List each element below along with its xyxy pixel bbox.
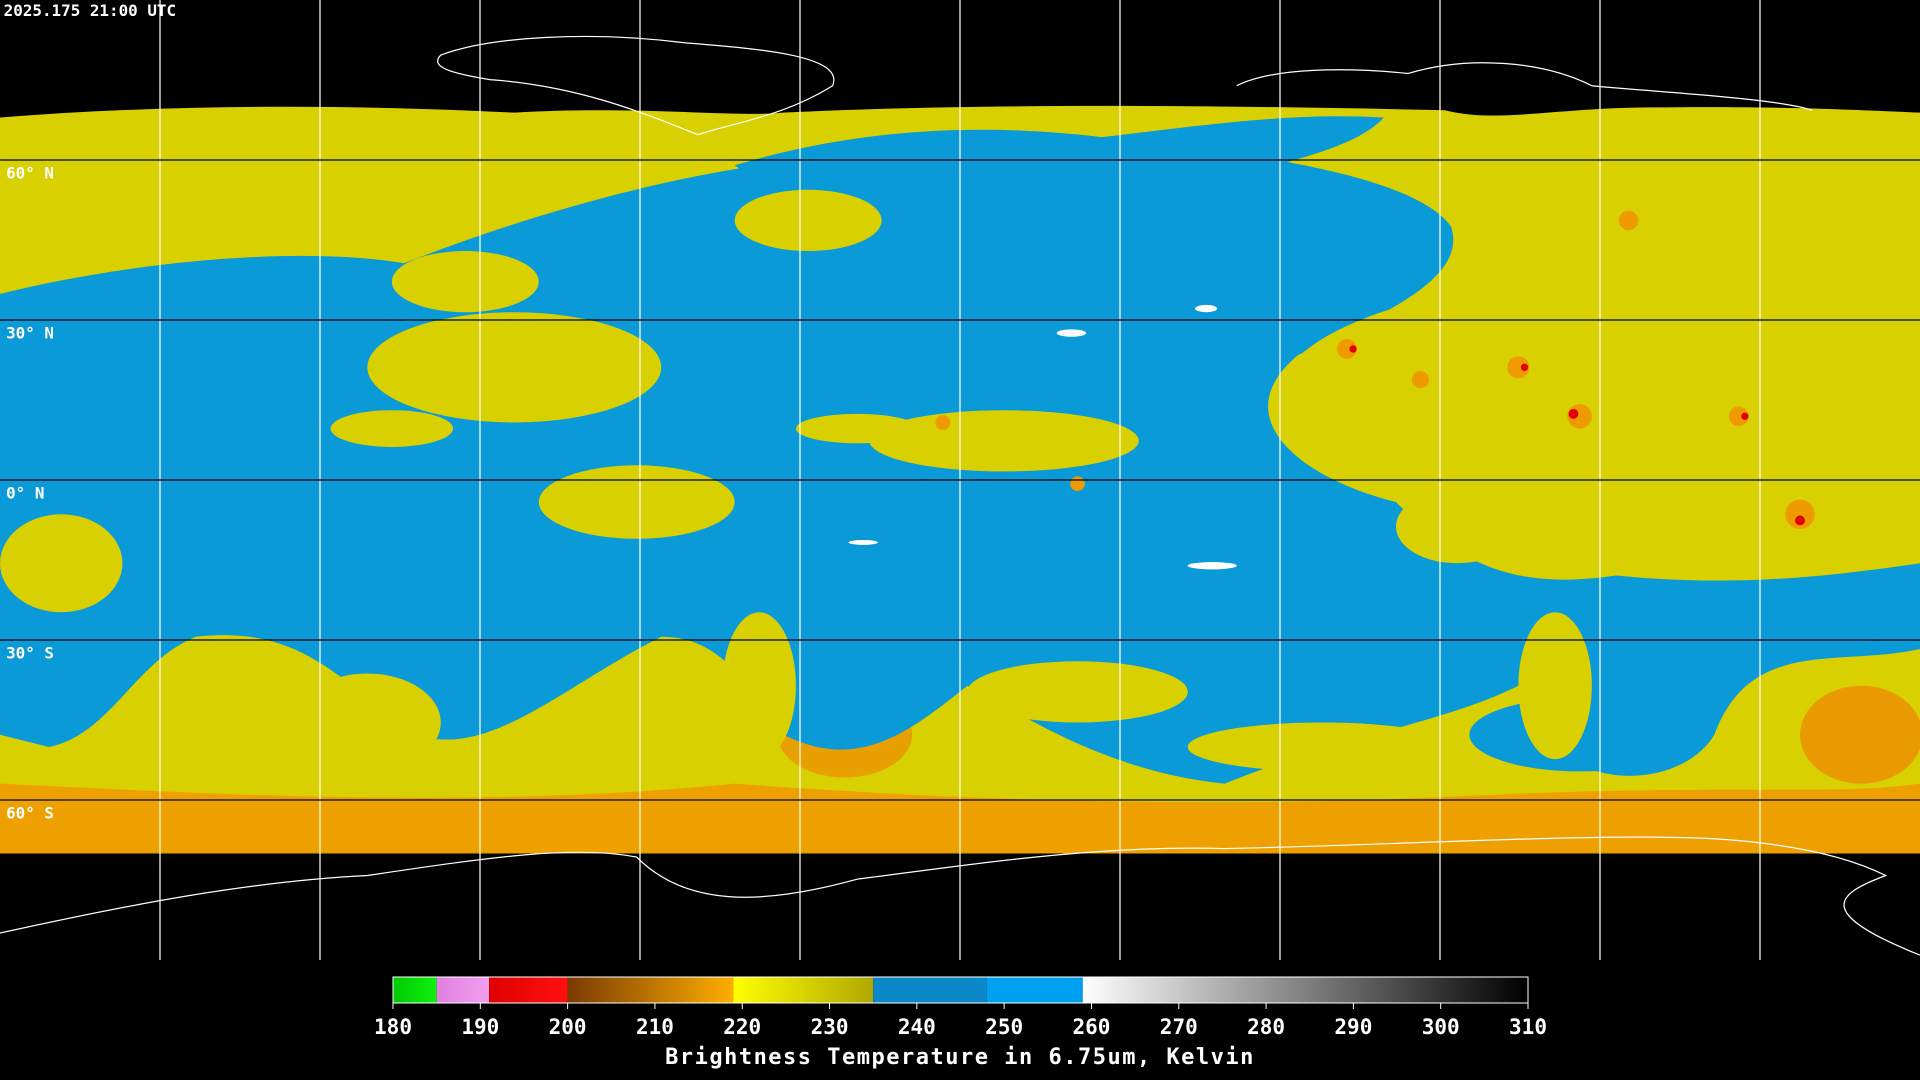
warm-spots (848, 304, 1237, 570)
colorbar-tick-label: 280 (1247, 1015, 1285, 1039)
colorbar-tick-label: 250 (985, 1015, 1023, 1039)
colorbar-segment (393, 977, 437, 1003)
colorbar-segment (733, 977, 874, 1003)
map: 60° N 30° N 0° N 30° S 60° S 2025.175 21:00 … (0, 0, 1920, 960)
colorbar-tick-label: 220 (723, 1015, 761, 1039)
colorbar-tick-label: 230 (811, 1015, 849, 1039)
moist-patches (0, 189, 1911, 772)
latitude-label: 60° N (6, 163, 54, 182)
latitude-label: 60° S (6, 803, 54, 822)
graticule: 60° N 30° N 0° N 30° S 60° S (6, 0, 1761, 960)
colorbar-segment (436, 977, 490, 1003)
title: 2025.175 21:00 UTC (4, 1, 176, 20)
coastline (0, 836, 1920, 956)
latitude-label: 0° N (6, 483, 44, 502)
colorbar-tick-label: 210 (636, 1015, 674, 1039)
colorbar-tick-label: 240 (898, 1015, 936, 1039)
colorbar-segment (489, 977, 568, 1003)
coastline (1236, 62, 1813, 111)
colorbar-tick-label: 190 (461, 1015, 499, 1039)
colorbar-segment (873, 977, 987, 1003)
dry-region (734, 116, 1384, 209)
colorbar: 180 190 200 210 220 230 240 250 260 270 280 290 300 3… (374, 976, 1547, 1039)
deep-convection (1349, 345, 1805, 526)
coastline (437, 35, 835, 136)
colorbar-tick-label: 180 (374, 1015, 412, 1039)
colorbar-frame (392, 976, 1529, 1004)
cold-cloud (1800, 685, 1920, 784)
colorbar-tick-label: 200 (549, 1015, 587, 1039)
convective-cells (935, 210, 1815, 529)
colorbar-segment (1082, 977, 1528, 1003)
colorbar-tick-label: 290 (1334, 1015, 1372, 1039)
colorbar-tick-label: 270 (1160, 1015, 1198, 1039)
colorbar-tick-label: 260 (1072, 1015, 1110, 1039)
colorbar-tick-label: 310 (1509, 1015, 1547, 1039)
colorbar-segment (567, 977, 734, 1003)
colorbar-tick-label: 300 (1422, 1015, 1460, 1039)
colorbar-label: Brightness Temperature in 6.75um, Kelvin (665, 1045, 1255, 1070)
colorbar-segment (986, 977, 1083, 1003)
latitude-label: 30° N (6, 323, 54, 342)
latitude-label: 30° S (6, 643, 54, 662)
